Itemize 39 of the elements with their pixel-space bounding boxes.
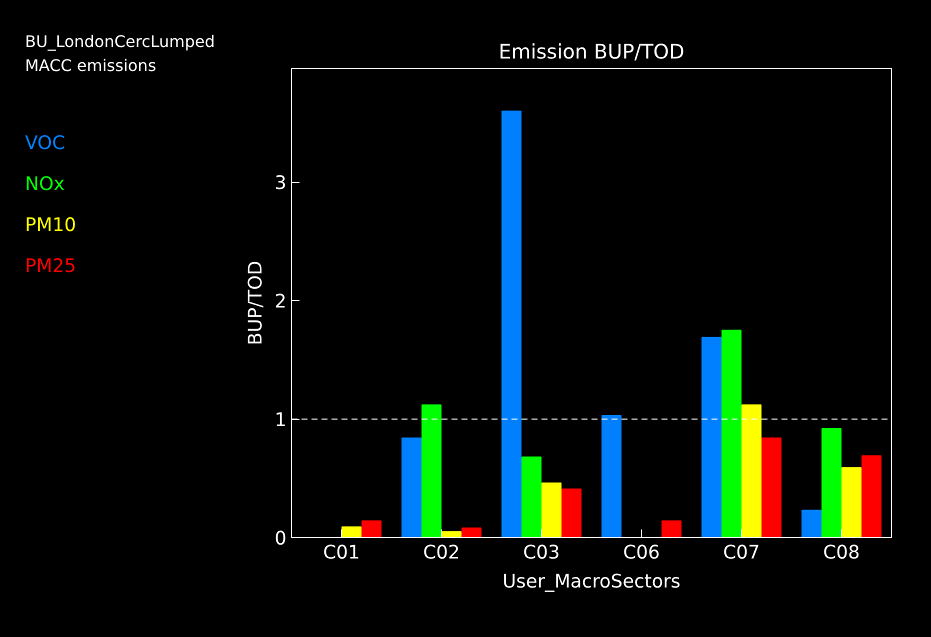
bar: [462, 528, 482, 538]
x-axis-title: User_MacroSectors: [502, 572, 681, 592]
bar: [562, 488, 582, 538]
bar: [342, 526, 362, 538]
y-tick-label: 0: [274, 528, 287, 550]
text: PM10: [25, 214, 78, 238]
bar: [802, 510, 822, 538]
bar: [602, 415, 622, 538]
text: MACC emissions: [25, 55, 158, 77]
bar: [862, 455, 882, 538]
x-tick-label: C07: [723, 542, 760, 564]
bar: [502, 110, 522, 538]
x-tick-label: C08: [823, 542, 860, 564]
y-tick-label: 1: [274, 410, 287, 432]
y-tick-label: 2: [274, 292, 287, 313]
bar: [662, 520, 682, 538]
text: PM25: [25, 255, 78, 280]
bar: [542, 482, 562, 538]
x-tick-label: C06: [623, 542, 660, 564]
bar: [742, 404, 762, 538]
text: VOC: [25, 132, 66, 156]
bar: [442, 531, 462, 538]
bar: [402, 438, 422, 538]
bar: [722, 330, 742, 538]
bar: [522, 456, 542, 538]
chart-title: Emission BUP/TOD: [498, 40, 684, 64]
y-tick-label: 3: [274, 173, 287, 194]
x-tick-label: C03: [523, 542, 560, 564]
text: BU_LondonCercLumped: [25, 31, 215, 53]
x-tick-label: C01: [323, 542, 360, 564]
bar: [842, 467, 862, 538]
text: NOx: [25, 173, 66, 198]
bar: [362, 520, 382, 538]
x-tick-label: C02: [423, 542, 460, 564]
y-axis-title: BUP/TOD: [246, 260, 267, 346]
bar: [762, 438, 782, 538]
bar: [422, 404, 442, 538]
bar: [702, 336, 722, 538]
bar: [822, 428, 842, 538]
